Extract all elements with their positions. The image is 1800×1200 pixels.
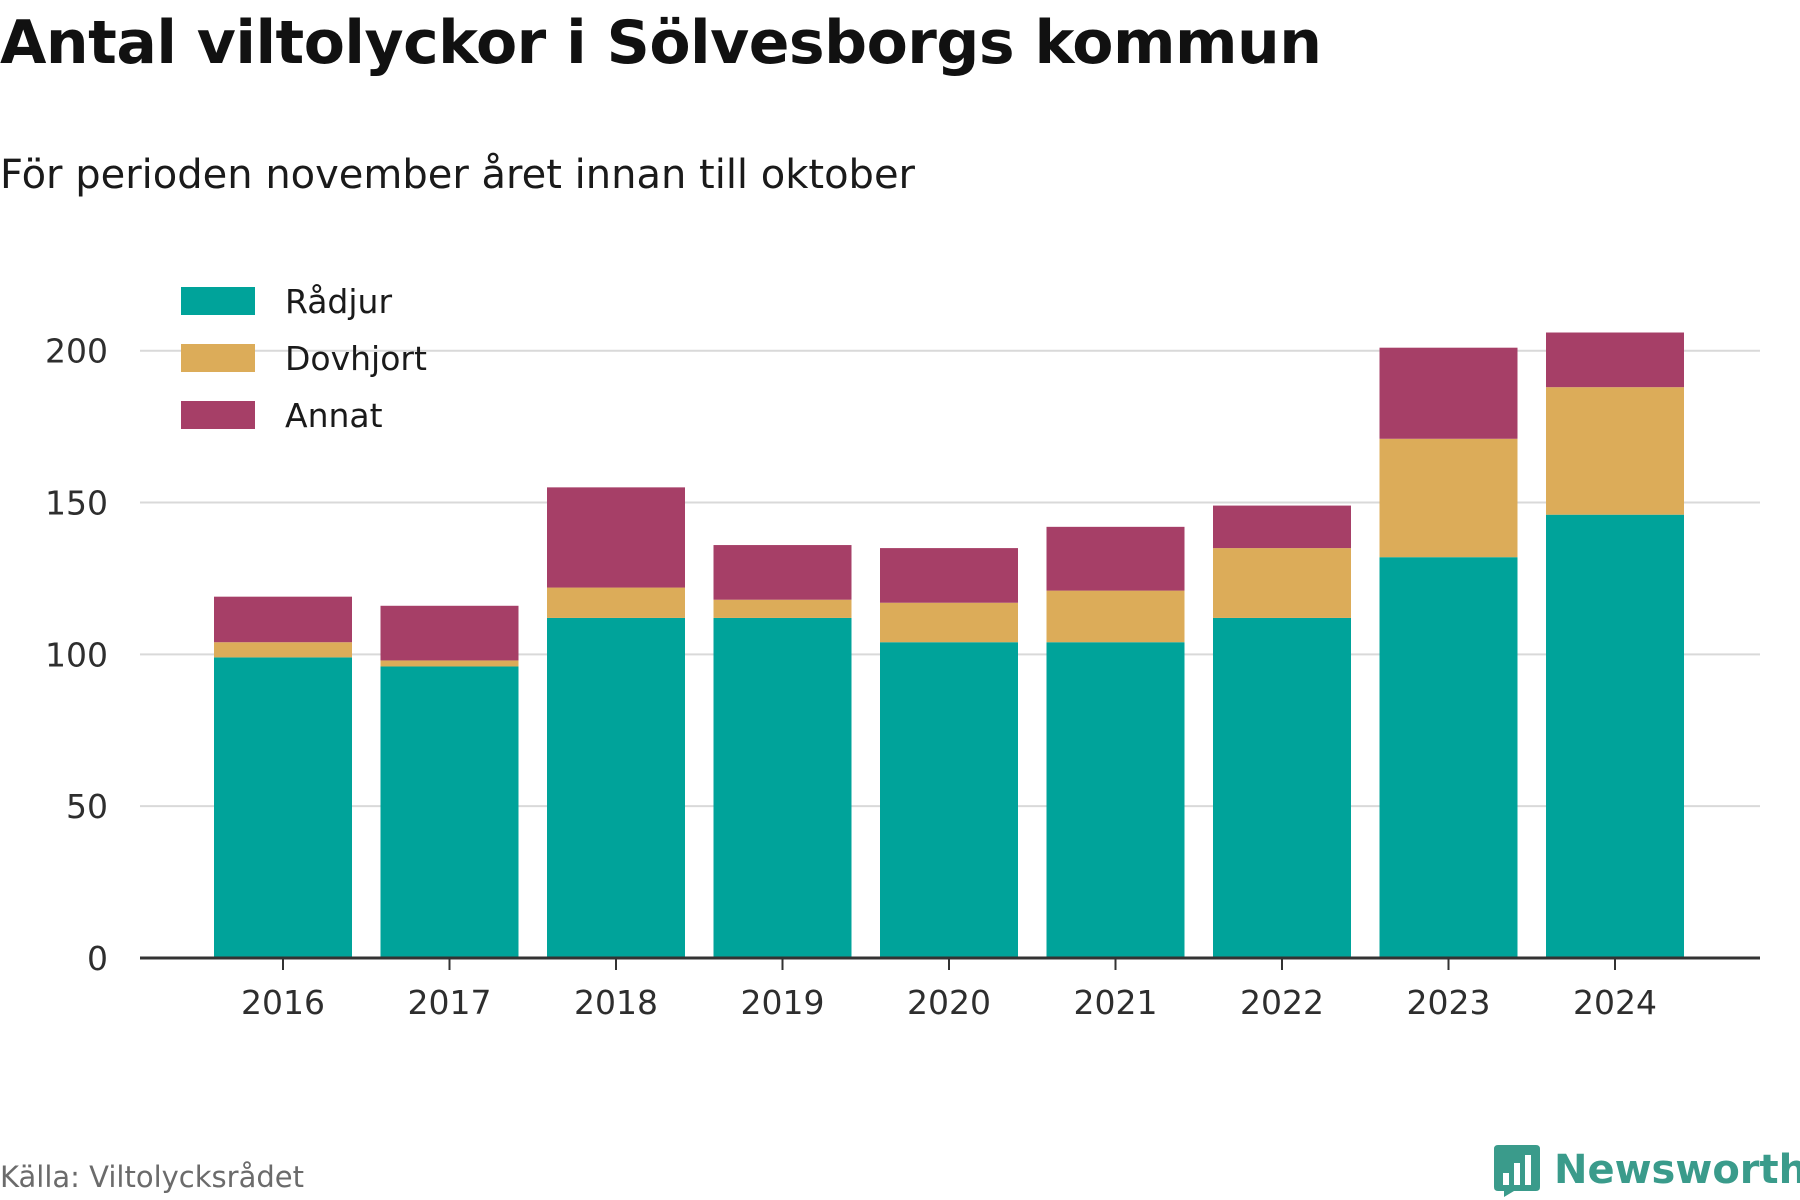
legend-swatch [181, 344, 255, 372]
legend-label: Rådjur [285, 282, 392, 321]
y-tick-label: 100 [45, 635, 108, 674]
x-tick-label: 2021 [1074, 983, 1158, 1022]
brand-name: Newsworthy [1554, 1147, 1800, 1193]
bar-segment-dovhjort [547, 587, 685, 618]
x-tick-label: 2016 [241, 983, 325, 1022]
source-note: Källa: Viltolycksrådet [0, 1160, 304, 1194]
bar-segment-dovhjort [1046, 590, 1185, 643]
bar-segment-rådjur [713, 617, 852, 958]
legend-label: Annat [285, 396, 383, 435]
bar-segment-annat [214, 596, 352, 643]
bar-segment-annat [1213, 505, 1351, 549]
x-tick-label: 2023 [1407, 983, 1491, 1022]
bar-segment-dovhjort [1213, 548, 1351, 618]
bar-segment-dovhjort [380, 660, 519, 667]
bar-segment-rådjur [1046, 642, 1185, 958]
legend-swatch [181, 401, 255, 429]
x-tick-label: 2017 [408, 983, 492, 1022]
bar-segment-dovhjort [713, 599, 852, 618]
chart-subtitle: För perioden november året innan till ok… [0, 152, 915, 198]
brand-logo: Newsworthy [1492, 1140, 1800, 1200]
bar-segment-annat [380, 605, 519, 661]
bar-segment-rådjur [880, 642, 1018, 958]
bar-segment-dovhjort [214, 642, 352, 658]
x-tick-label: 2019 [741, 983, 825, 1022]
newsworthy-logo-icon [1494, 1145, 1540, 1197]
bar-segment-rådjur [1379, 557, 1518, 958]
y-tick-label: 0 [87, 939, 108, 978]
bar-segment-dovhjort [880, 602, 1018, 643]
legend-label: Dovhjort [285, 339, 427, 378]
x-tick-label: 2018 [574, 983, 658, 1022]
bar-segment-dovhjort [1379, 438, 1518, 558]
y-tick-label: 150 [45, 484, 108, 523]
legend-swatch [181, 287, 255, 315]
bar-segment-rådjur [1213, 617, 1351, 958]
x-tick-label: 2020 [907, 983, 991, 1022]
x-tick-label: 2022 [1240, 983, 1324, 1022]
bar-segment-annat [547, 487, 685, 588]
bar-segment-annat [880, 548, 1018, 603]
axes: 0 50 100 150 200 2016 2017 2018 2019 2020 2021 2022… [45, 332, 1760, 1022]
bar-segment-rådjur [1546, 514, 1684, 958]
bar-segment-rådjur [380, 666, 519, 958]
y-tick-label: 200 [45, 332, 108, 371]
bar-segment-annat [1379, 347, 1518, 439]
bar-segment-rådjur [547, 617, 685, 958]
bar-segment-rådjur [214, 657, 352, 958]
y-tick-label: 50 [66, 787, 108, 826]
bar-segment-annat [1546, 332, 1684, 388]
bars [214, 332, 1684, 958]
x-tick-label: 2024 [1573, 983, 1657, 1022]
bar-segment-dovhjort [1546, 387, 1684, 515]
bar-segment-annat [1046, 526, 1185, 591]
chart-title: Antal viltolyckor i Sölvesborgs kommun [0, 8, 1322, 78]
legend: Rådjur Dovhjort Annat [181, 282, 427, 435]
bar-segment-annat [713, 545, 852, 600]
